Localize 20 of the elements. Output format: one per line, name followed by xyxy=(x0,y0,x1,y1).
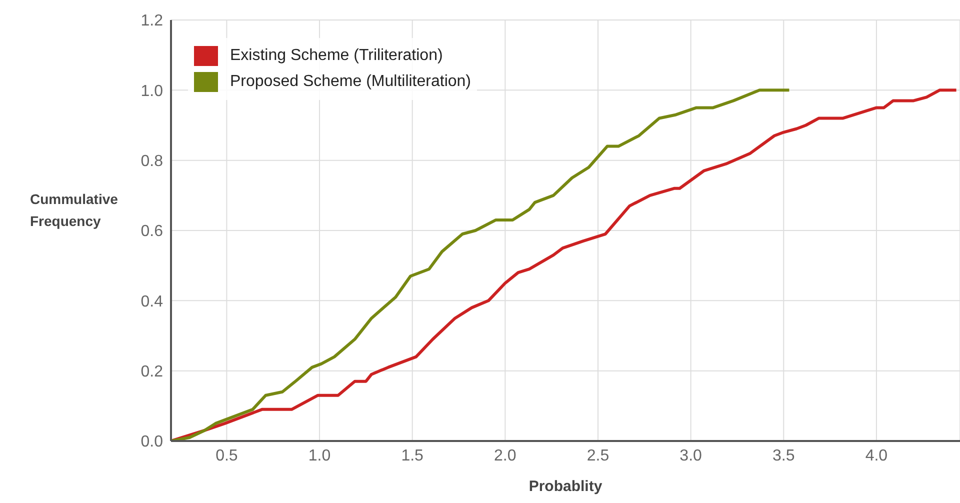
x-tick-label: 2.0 xyxy=(494,447,516,464)
y-axis-title: Cummulative Frequency xyxy=(30,190,119,231)
legend-label: Existing Scheme (Triliteration) xyxy=(230,47,443,65)
y-tick-label: 0.6 xyxy=(140,223,164,240)
x-tick-label: 3.5 xyxy=(772,447,795,464)
line-series xyxy=(171,88,791,441)
y-tick-label: 1.2 xyxy=(140,12,164,30)
y-tick-label: 0.0 xyxy=(140,434,164,451)
x-axis-title: Probablity xyxy=(528,478,604,495)
y-tick-label: 0.8 xyxy=(140,153,164,170)
y-tick-label: 0.4 xyxy=(140,293,164,310)
y-tick-label: 1.0 xyxy=(140,82,164,100)
x-tick-label: 1.0 xyxy=(308,447,331,464)
legend-label: Proposed Scheme (Multiliteration) xyxy=(230,73,471,91)
x-tick-label: 2.5 xyxy=(586,447,610,464)
y-tick-label: 0.2 xyxy=(140,364,164,381)
x-tick-label: 4.0 xyxy=(865,447,888,464)
x-tick-label: 0.5 xyxy=(216,447,238,464)
x-tick-label: 1.5 xyxy=(401,447,424,464)
x-tick-label: 3.0 xyxy=(680,447,702,464)
